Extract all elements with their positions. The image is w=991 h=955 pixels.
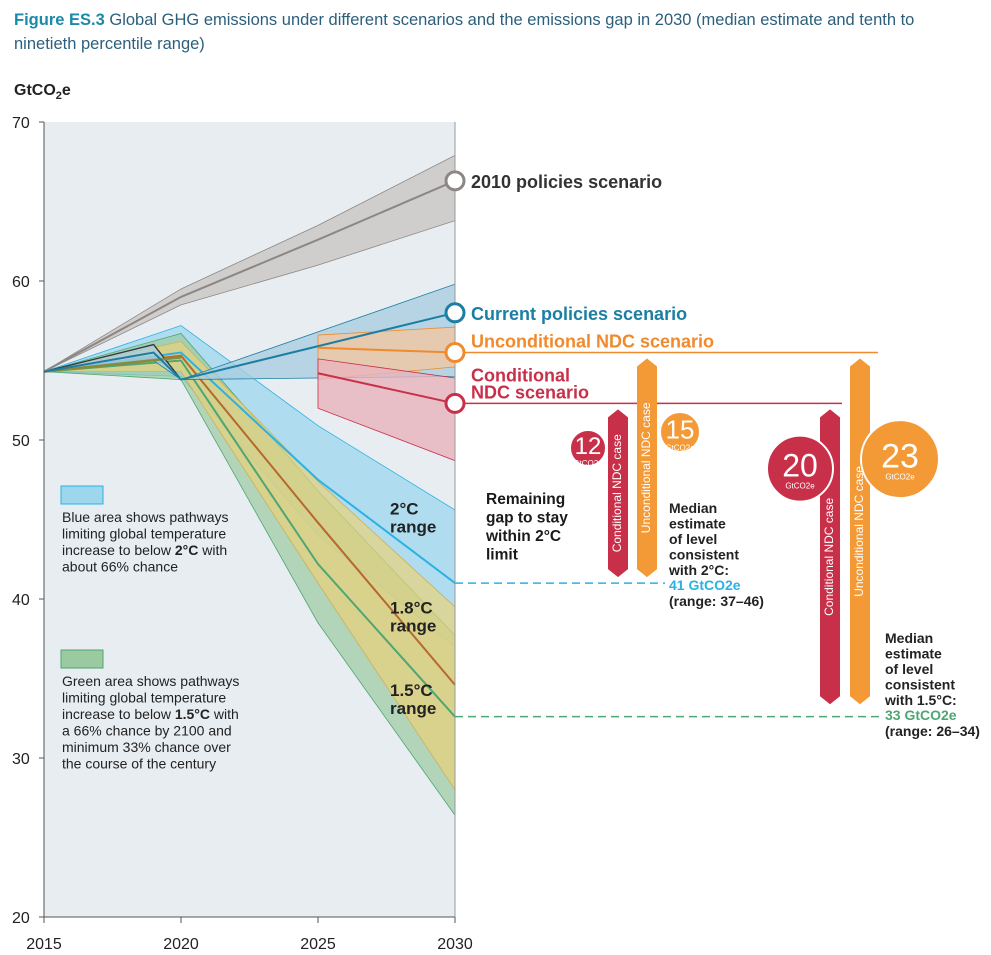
figure-title: Figure ES.3 Global GHG emissions under d…: [14, 8, 979, 56]
gap-case-label-0: Conditional NDC case: [610, 434, 624, 552]
y-axis-label-tail: e: [62, 82, 71, 99]
legend-green-line-5: the course of the century: [62, 756, 216, 772]
y-axis-label-main: GtCO: [14, 82, 56, 99]
median-2c-line-0: Median: [669, 500, 717, 516]
median-15c-line-1: estimate: [885, 646, 942, 662]
gap-value-0: 12: [575, 433, 602, 460]
remaining-gap-line-2: within 2°C: [485, 528, 561, 545]
y-axis-label: GtCO2e: [14, 82, 71, 102]
median-15c-line-3: consistent: [885, 677, 955, 693]
gap-case-label-2: Conditional NDC case: [822, 498, 836, 616]
scenario-label-conditional-1: Conditional: [471, 365, 570, 385]
median-15c-range: (range: 26–34): [885, 723, 980, 739]
median-15c-line-0: Median: [885, 630, 933, 646]
scenario-label-current: Current policies scenario: [471, 304, 687, 324]
x-tick-label-2015: 2015: [26, 936, 62, 953]
range-label-0-b: range: [390, 518, 436, 537]
y-tick-label-40: 40: [12, 592, 30, 609]
y-tick-label-50: 50: [12, 433, 30, 450]
legend-blue-line-3: about 66% chance: [62, 559, 178, 575]
gap-case-label-3: Unconditional NDC case: [852, 466, 866, 597]
scenario-marker-1: [444, 302, 466, 324]
scenario-marker-0: [444, 170, 466, 192]
figure-label: Figure ES.3: [14, 11, 105, 29]
x-tick-label-2025: 2025: [300, 936, 336, 953]
gap-circle-1: [659, 411, 701, 454]
historic-olive-line: [43, 356, 182, 373]
gap-unit-0: GtCO2e: [573, 459, 603, 468]
gap-unit-3: GtCO2e: [885, 473, 915, 482]
gap-circle-0: [569, 428, 607, 467]
scenario-label-unconditional: Unconditional NDC scenario: [471, 332, 714, 352]
median-2c-value: 41 GtCO2e: [669, 577, 741, 593]
scenario-marker-2: [444, 342, 466, 364]
y-tick-label-30: 30: [12, 751, 30, 768]
median-2c-line-3: consistent: [669, 547, 739, 563]
legend-green-line-3: a 66% chance by 2100 and: [62, 723, 232, 739]
gap-value-3: 23: [881, 438, 919, 476]
range-label-2-b: range: [390, 699, 436, 718]
gap-circle-3: [860, 419, 940, 500]
legend-green-swatch: [60, 649, 104, 669]
scenario-marker-3: [444, 392, 466, 414]
range-label-1-b: range: [390, 616, 436, 635]
median-15c-line-4: with 1.5°C:: [884, 692, 957, 708]
scenario-label-conditional-2: NDC scenario: [471, 382, 589, 402]
gap-arrow-1: [637, 358, 657, 578]
legend-blue-line-0: Blue area shows pathways: [62, 509, 229, 525]
scenario-line-1: [43, 311, 456, 381]
y-tick-label-20: 20: [12, 910, 30, 927]
gap-circle-2: [766, 434, 834, 503]
gap-value-1: 15: [666, 415, 695, 445]
gap-unit-2: GtCO2e: [785, 482, 815, 491]
median-15c-line-2: of level: [885, 661, 933, 677]
range-label-0-a: 2°C: [390, 500, 419, 519]
median-15c-value: 33 GtCO2e: [885, 707, 957, 723]
median-2c-line-4: with 2°C:: [668, 562, 729, 578]
remaining-gap-line-0: Remaining: [486, 491, 565, 508]
y-tick-label-60: 60: [12, 274, 30, 291]
scenario-line-3: [317, 372, 456, 405]
range-label-1-a: 1.8°C: [390, 598, 433, 617]
gap-unit-1: GtCO2e: [665, 444, 695, 453]
y-tick-label-70: 70: [12, 115, 30, 132]
remaining-gap-line-1: gap to stay: [486, 510, 568, 527]
scenario-line-0: [43, 179, 456, 373]
gap-case-label-1: Unconditional NDC case: [639, 402, 653, 533]
legend-blue-line-1: limiting global temperature: [62, 526, 226, 542]
remaining-gap-line-3: limit: [486, 547, 518, 564]
range-label-2-a: 1.5°C: [390, 681, 433, 700]
x-tick-label-2030: 2030: [437, 936, 473, 953]
median-2c-line-1: estimate: [669, 516, 726, 532]
median-2c-line-2: of level: [669, 531, 717, 547]
legend-green-line-1: limiting global temperature: [62, 690, 226, 706]
gap-arrow-0: [608, 409, 628, 578]
y-axis-label-sub: 2: [56, 90, 62, 102]
legend-green-line-4: minimum 33% chance over: [62, 739, 231, 755]
pathway-median-2: [43, 359, 456, 718]
legend-blue-swatch: [60, 485, 104, 505]
figure-caption: Global GHG emissions under different sce…: [14, 11, 915, 53]
scenario-line-2: [317, 346, 456, 354]
x-tick-label-2020: 2020: [163, 936, 199, 953]
scenario-label-2010: 2010 policies scenario: [471, 172, 662, 192]
legend-green-line-0: Green area shows pathways: [62, 673, 239, 689]
gap-value-2: 20: [782, 448, 818, 484]
legend-green-line-2: increase to below 1.5°C with: [62, 706, 239, 722]
legend-blue-line-2: increase to below 2°C with: [62, 542, 227, 558]
historic-line: [43, 343, 182, 381]
median-2c-range: (range: 37–46): [669, 593, 764, 609]
